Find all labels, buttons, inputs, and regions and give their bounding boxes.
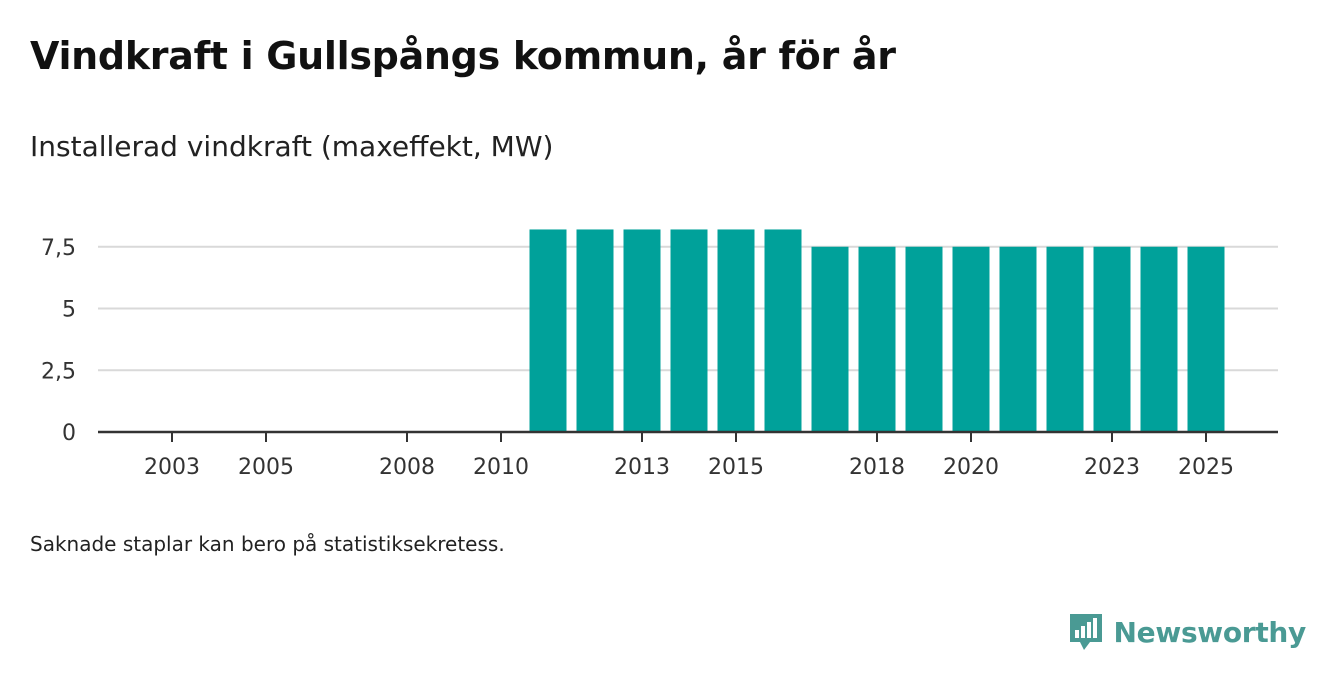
bar-chart: 0 2,5 5 7,5 2003 2005 2008 2010 2013 2015 2018 202…: [41, 229, 1278, 480]
x-tick-label: 2010: [473, 455, 529, 480]
x-tick-labels: 2003 2005 2008 2010 2013 2015 2018 2020 2023 2025: [144, 455, 1234, 480]
bar-2013: [623, 229, 661, 432]
y-tick-label: 2,5: [41, 359, 76, 384]
bar-2021: [999, 246, 1037, 432]
x-tick-label: 2023: [1084, 455, 1140, 480]
x-tick-label: 2005: [238, 455, 294, 480]
y-tick-label: 0: [62, 421, 76, 446]
y-tick-labels: 0 2,5 5 7,5: [41, 236, 76, 446]
newsworthy-logo-icon: [1069, 614, 1102, 650]
bar-2023: [1093, 246, 1131, 432]
bar-2022: [1046, 246, 1084, 432]
bar-2024: [1140, 246, 1178, 432]
brand-name: Newsworthy: [1113, 615, 1307, 649]
bar-2020: [952, 246, 990, 432]
axes: [98, 430, 1278, 442]
chart-title: Vindkraft i Gullspångs kommun, år för år: [30, 34, 896, 78]
x-tick-label: 2008: [379, 455, 435, 480]
y-tick-label: 5: [62, 298, 76, 323]
bar-2014: [670, 229, 708, 432]
x-tick-label: 2015: [708, 455, 764, 480]
chart-subtitle: Installerad vindkraft (maxeffekt, MW): [30, 130, 554, 163]
bar-2025: [1187, 246, 1225, 432]
y-tick-label: 7,5: [41, 236, 76, 261]
footnote: Saknade staplar kan bero på statistiksek…: [30, 532, 505, 556]
bar-2019: [905, 246, 943, 432]
x-tick-label: 2018: [849, 455, 905, 480]
brand-logo: Newsworthy: [1068, 612, 1306, 652]
x-tick-label: 2025: [1178, 455, 1234, 480]
bar-2011: [529, 229, 567, 432]
bar-2016: [764, 229, 802, 432]
bars: [529, 229, 1225, 432]
bar-2015: [717, 229, 755, 432]
bar-2018: [858, 246, 896, 432]
x-tick-label: 2003: [144, 455, 200, 480]
x-tick-label: 2020: [943, 455, 999, 480]
bar-2017: [811, 246, 849, 432]
bar-2012: [576, 229, 614, 432]
x-tick-label: 2013: [614, 455, 670, 480]
